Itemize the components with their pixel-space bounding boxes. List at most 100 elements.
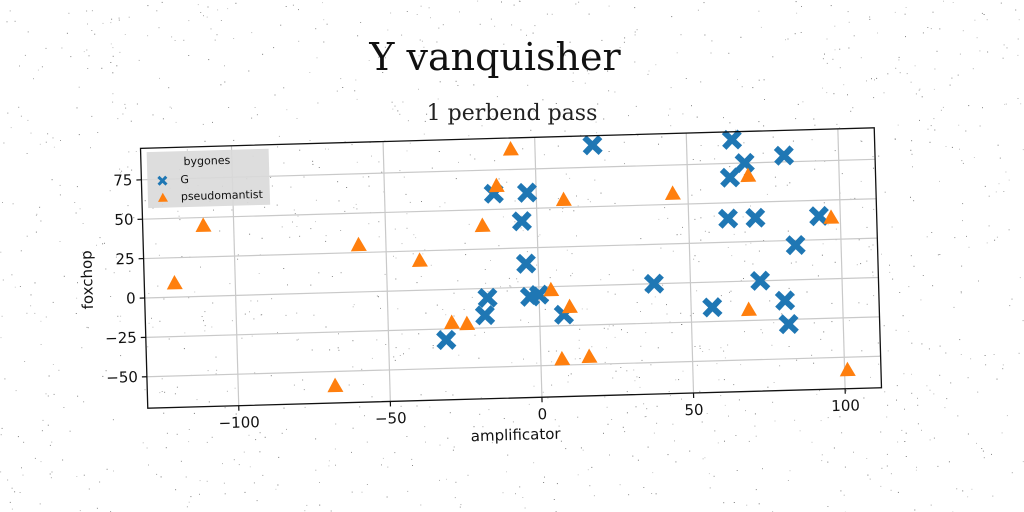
- noise-dot: [866, 458, 868, 459]
- noise-dot: [204, 330, 206, 332]
- noise-dot: [459, 11, 460, 13]
- noise-dot: [120, 172, 122, 174]
- noise-dot: [951, 77, 953, 79]
- noise-dot: [522, 497, 524, 498]
- noise-dot: [14, 491, 16, 493]
- noise-dot: [711, 40, 713, 42]
- noise-dot: [890, 489, 892, 491]
- noise-dot: [371, 155, 372, 157]
- noise-dot: [62, 459, 64, 461]
- noise-dot: [352, 366, 354, 368]
- noise-dot: [666, 313, 668, 315]
- noise-dot: [376, 295, 378, 297]
- noise-dot: [669, 108, 671, 110]
- noise-dot: [310, 284, 312, 286]
- noise-dot: [973, 157, 975, 158]
- noise-dot: [86, 49, 88, 51]
- noise-dot: [58, 369, 60, 371]
- noise-dot: [39, 143, 41, 145]
- noise-dot: [325, 326, 327, 328]
- noise-dot: [210, 28, 212, 30]
- noise-dot: [819, 390, 820, 392]
- noise-dot: [934, 68, 936, 70]
- noise-dot: [34, 312, 36, 314]
- data-point-g: [773, 145, 795, 166]
- noise-dot: [294, 213, 296, 215]
- noise-dot: [833, 447, 835, 449]
- noise-dot: [821, 254, 823, 256]
- noise-dot: [620, 367, 622, 368]
- noise-dot: [847, 11, 849, 13]
- noise-dot: [648, 70, 650, 72]
- noise-dot: [694, 255, 696, 257]
- noise-dot: [826, 92, 828, 94]
- noise-dot: [905, 432, 907, 434]
- noise-dot: [827, 461, 829, 463]
- noise-dot: [299, 149, 301, 151]
- noise-dot: [234, 387, 236, 389]
- noise-dot: [572, 72, 574, 74]
- noise-dot: [174, 393, 176, 395]
- noise-dot: [201, 316, 203, 317]
- noise-dot: [543, 154, 545, 156]
- noise-dot: [91, 30, 93, 31]
- noise-dot: [551, 13, 553, 15]
- noise-dot: [1003, 191, 1005, 192]
- noise-dot: [959, 53, 961, 55]
- noise-dot: [432, 345, 434, 346]
- noise-dot: [871, 78, 872, 80]
- data-point-pseudomantist: [166, 274, 183, 290]
- noise-dot: [335, 423, 337, 425]
- noise-dot: [351, 491, 353, 493]
- noise-dot: [660, 247, 662, 249]
- noise-dot: [643, 403, 645, 405]
- noise-dot: [623, 141, 625, 143]
- noise-dot: [919, 119, 920, 121]
- noise-dot: [516, 278, 518, 280]
- noise-dot: [671, 332, 673, 334]
- noise-dot: [514, 200, 516, 202]
- noise-dot: [880, 485, 882, 487]
- noise-dot: [278, 456, 280, 458]
- noise-dot: [83, 474, 85, 476]
- noise-dot: [697, 9, 699, 11]
- noise-dot: [866, 226, 868, 228]
- noise-dot: [578, 339, 580, 341]
- noise-dot: [355, 203, 357, 205]
- noise-dot: [551, 361, 553, 363]
- noise-dot: [556, 269, 557, 271]
- noise-dot: [258, 273, 260, 274]
- grid-line-y: [146, 355, 881, 378]
- noise-dot: [485, 282, 487, 284]
- noise-dot: [873, 295, 875, 297]
- noise-dot: [128, 16, 130, 18]
- noise-dot: [1006, 415, 1008, 417]
- noise-dot: [718, 379, 720, 381]
- noise-dot: [611, 51, 613, 53]
- noise-dot: [647, 446, 649, 448]
- noise-dot: [411, 458, 413, 460]
- noise-dot: [658, 218, 660, 220]
- noise-dot: [76, 186, 78, 188]
- noise-dot: [1004, 103, 1006, 105]
- noise-dot: [248, 70, 250, 72]
- noise-dot: [714, 430, 716, 432]
- noise-dot: [962, 490, 964, 492]
- noise-dot: [356, 208, 358, 210]
- noise-dot: [854, 197, 856, 199]
- noise-dot: [469, 154, 471, 156]
- noise-dot: [672, 423, 674, 425]
- noise-dot: [1017, 54, 1019, 56]
- noise-dot: [884, 191, 886, 193]
- noise-dot: [233, 38, 235, 39]
- noise-dot: [196, 399, 198, 401]
- noise-dot: [910, 196, 911, 198]
- noise-dot: [126, 342, 128, 344]
- noise-dot: [651, 493, 653, 494]
- noise-dot: [737, 79, 738, 81]
- noise-dot: [208, 401, 210, 403]
- noise-dot: [480, 397, 482, 399]
- data-point-g: [808, 205, 830, 227]
- noise-dot: [708, 231, 710, 233]
- noise-dot: [748, 440, 750, 442]
